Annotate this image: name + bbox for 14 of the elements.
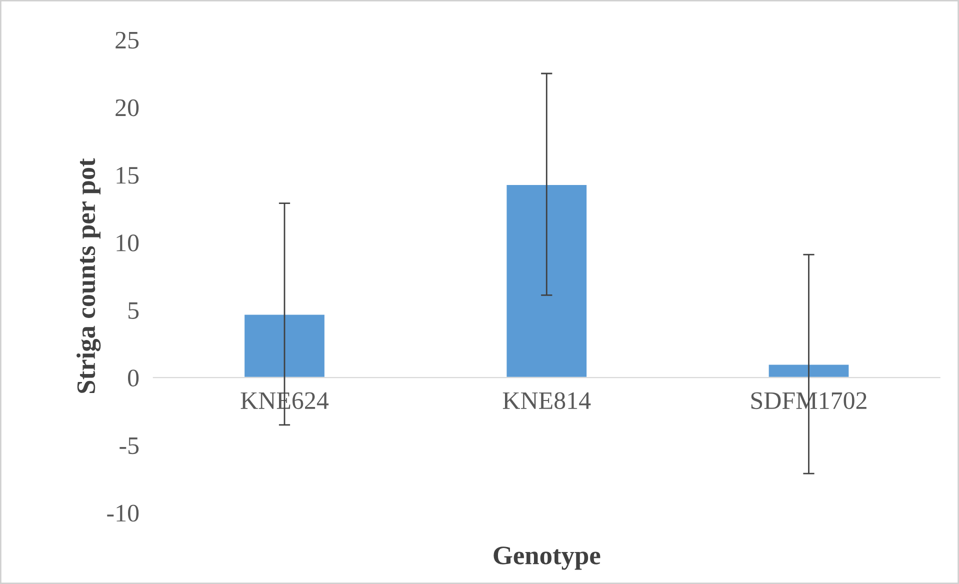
y-tick-label: -5	[120, 437, 139, 454]
y-axis-title: Striga counts per pot	[76, 158, 101, 393]
y-tick-label: -10	[107, 504, 139, 522]
bar	[243, 313, 326, 378]
y-tick-label: 5	[128, 302, 139, 319]
x-axis-title: Genotype	[494, 546, 600, 570]
y-tick-label: 20	[116, 99, 139, 116]
y-tick-label: 15	[116, 167, 139, 184]
y-tick-label: 0	[128, 370, 139, 387]
bar	[767, 363, 850, 378]
y-tick-label: 25	[116, 32, 139, 49]
bar	[505, 184, 588, 378]
y-tick-label: 10	[116, 234, 139, 252]
x-tick-label: KNE814	[502, 392, 591, 410]
